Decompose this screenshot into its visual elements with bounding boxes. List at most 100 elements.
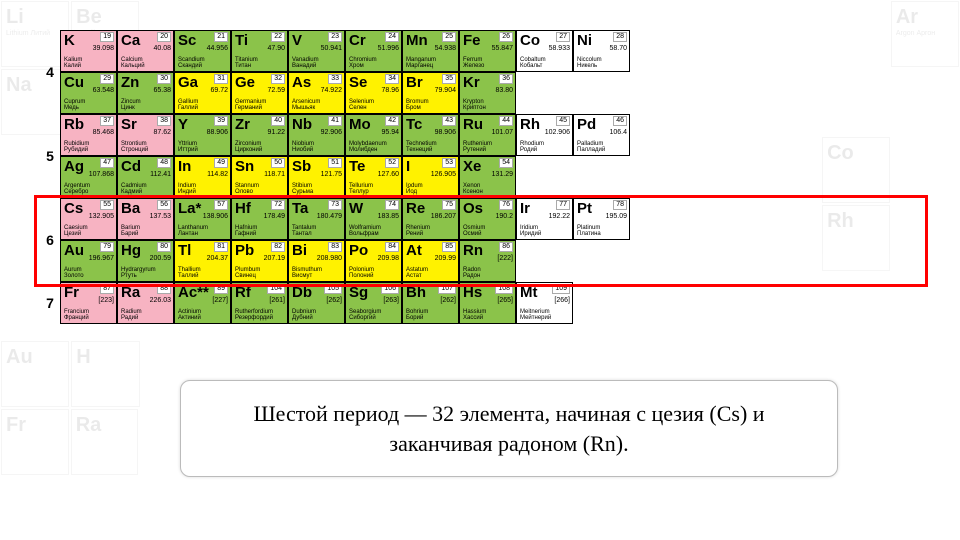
element-symbol: Ni xyxy=(577,33,592,48)
period-label: 7 xyxy=(40,295,60,311)
atomic-mass: 127.60 xyxy=(378,171,399,178)
element-cell-tl: Tl81204.37ThalliumТаллий xyxy=(174,240,231,282)
element-symbol: Cu xyxy=(64,75,84,90)
atomic-number: 82 xyxy=(271,242,285,252)
element-symbol: Os xyxy=(463,201,483,216)
element-cell-re: Re75186.207RheniumРений xyxy=(402,198,459,240)
element-symbol: Ca xyxy=(121,33,140,48)
atomic-number: 89 xyxy=(214,284,228,294)
atomic-number: 80 xyxy=(157,242,171,252)
element-symbol: W xyxy=(349,201,363,216)
element-cell-w: W74183.85WolframiumВольфрам xyxy=(345,198,402,240)
element-names: YttriumИттрий xyxy=(178,141,198,154)
element-names: CobaltumКобальт xyxy=(520,57,546,70)
element-symbol: Se xyxy=(349,75,367,90)
element-symbol: Sb xyxy=(292,159,311,174)
atomic-number: 73 xyxy=(328,200,342,210)
element-symbol: Zr xyxy=(235,117,250,132)
atomic-mass: 69.72 xyxy=(210,87,228,94)
atomic-number: 21 xyxy=(214,32,228,42)
element-symbol: Bh xyxy=(406,285,426,300)
element-names: RutherfordiumРезерфордий xyxy=(235,309,273,322)
element-symbol: V xyxy=(292,33,302,48)
element-cell-cu: Cu2963.548CuprumМедь xyxy=(60,72,117,114)
atomic-mass: 95.94 xyxy=(381,129,399,136)
element-cell-pd: Pd46106.4PalladiumПалладий xyxy=(573,114,630,156)
element-cell-br: Br3579.904BromumБром xyxy=(402,72,459,114)
caption-text: Шестой период — 32 элемента, начиная с ц… xyxy=(253,401,764,456)
element-names: CaesiumЦезий xyxy=(64,225,88,238)
element-symbol: Hg xyxy=(121,243,141,258)
atomic-mass: 85.468 xyxy=(93,129,114,136)
atomic-number: 32 xyxy=(271,74,285,84)
atomic-mass: 78.96 xyxy=(381,87,399,94)
atomic-mass: 112.41 xyxy=(150,171,171,178)
element-symbol: Rf xyxy=(235,285,251,300)
caption-box: Шестой период — 32 элемента, начиная с ц… xyxy=(180,380,838,477)
element-names: DubniumДубний xyxy=(292,309,316,322)
element-cell-ni: Ni2858.70NiccolumНикель xyxy=(573,30,630,72)
element-cell-mo: Mo4295.94MolybdaenumМолибден xyxy=(345,114,402,156)
atomic-number: 105 xyxy=(324,284,342,294)
element-cell-pt: Pt78195.09PlatinumПлатина xyxy=(573,198,630,240)
period-row: 6Cs55132.905CaesiumЦезийBa56137.53Barium… xyxy=(40,198,920,282)
element-names: SeaborgiumСиборгий xyxy=(349,309,381,322)
element-cell-se: Se3478.96SeleniumСелен xyxy=(345,72,402,114)
atomic-mass: 55.847 xyxy=(492,45,513,52)
element-cell-y: Y3988.906YttriumИттрий xyxy=(174,114,231,156)
element-names: NiccolumНикель xyxy=(577,57,602,70)
foreground-periodic-table: 4K1939.098KaliumКалийCa2040.08CalciumКал… xyxy=(40,30,920,324)
element-cell-ru: Ru44101.07RutheniumРутений xyxy=(459,114,516,156)
element-symbol: In xyxy=(178,159,191,174)
atomic-number: 49 xyxy=(214,158,228,168)
element-names: TitaniumТитан xyxy=(235,57,258,70)
atomic-mass: 83.80 xyxy=(495,87,513,94)
atomic-number: 22 xyxy=(271,32,285,42)
element-symbol: As xyxy=(292,75,311,90)
element-cell-in: In49114.82IndiumИндий xyxy=(174,156,231,198)
element-cell-cs: Cs55132.905CaesiumЦезий xyxy=(60,198,117,240)
element-names: FerrumЖелезо xyxy=(463,57,484,70)
element-names: ScandiumСкандий xyxy=(178,57,205,70)
atomic-mass: 92.906 xyxy=(321,129,342,136)
atomic-number: 31 xyxy=(214,74,228,84)
atomic-number: 41 xyxy=(328,116,342,126)
atomic-mass: 132.905 xyxy=(89,213,114,220)
element-symbol: Zn xyxy=(121,75,139,90)
element-names: AstatumАстат xyxy=(406,267,428,280)
element-cell-v: V2350.941VanadiumВанадий xyxy=(288,30,345,72)
atomic-number: 108 xyxy=(495,284,513,294)
element-cell-rn: Rn86[222]RadonРадон xyxy=(459,240,516,282)
element-symbol: Rh xyxy=(520,117,540,132)
element-symbol: Mn xyxy=(406,33,428,48)
element-symbol: Y xyxy=(178,117,188,132)
element-names: IridiumИридий xyxy=(520,225,541,238)
element-cell-ra: Ra88226.03RadiumРадий xyxy=(117,282,174,324)
atomic-mass: [265] xyxy=(497,297,513,304)
element-cell-sn: Sn50118.71StannumОлово xyxy=(231,156,288,198)
atomic-mass: 121.75 xyxy=(321,171,342,178)
bg-cell: Ra xyxy=(71,409,139,475)
atomic-number: 40 xyxy=(271,116,285,126)
atomic-number: 45 xyxy=(556,116,570,126)
atomic-number: 81 xyxy=(214,242,228,252)
atomic-number: 109 xyxy=(552,284,570,294)
atomic-mass: 226.03 xyxy=(150,297,171,304)
element-names: PalladiumПалладий xyxy=(577,141,605,154)
atomic-mass: 51.996 xyxy=(378,45,399,52)
element-names: LanthanumЛантан xyxy=(178,225,208,238)
atomic-mass: 186.207 xyxy=(431,213,456,220)
element-cell-mt: Mt109[266]MeitneriumМейтнерий xyxy=(516,282,573,324)
element-cell-ta: Ta73180.479TantalumТантал xyxy=(288,198,345,240)
atomic-number: 52 xyxy=(385,158,399,168)
element-names: CadmiumКадмий xyxy=(121,183,147,196)
element-symbol: Tl xyxy=(178,243,191,258)
element-symbol: Fr xyxy=(64,285,79,300)
element-cell-co: Co2758.933CobaltumКобальт xyxy=(516,30,573,72)
atomic-number: 55 xyxy=(100,200,114,210)
atomic-mass: 209.98 xyxy=(378,255,399,262)
atomic-number: 24 xyxy=(385,32,399,42)
atomic-mass: 50.941 xyxy=(321,45,342,52)
element-names: PlatinumПлатина xyxy=(577,225,601,238)
atomic-number: 33 xyxy=(328,74,342,84)
